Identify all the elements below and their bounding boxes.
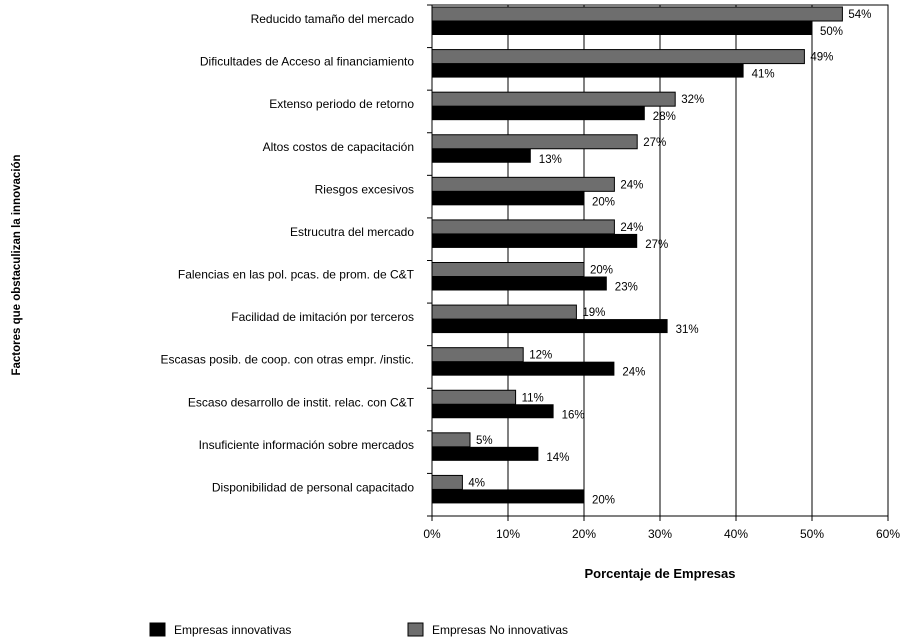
bar-no-innovativas <box>431 304 577 320</box>
x-tick-label: 10% <box>496 527 520 541</box>
category-label: Escasas posib. de coop. con otras empr. … <box>161 353 414 367</box>
bar-innovativas <box>432 21 812 35</box>
legend-item: Empresas No innovativas <box>407 622 568 637</box>
labels-layer: Reducido tamaño del mercado 54% 50% Dificul… <box>161 9 872 506</box>
category-label: Escaso desarrollo de instit. relac. con … <box>188 395 415 409</box>
data-label-no-innovativas: 32% <box>681 94 704 106</box>
category-label: Reducido tamaño del mercado <box>251 12 415 26</box>
bar-innovativas <box>432 276 607 291</box>
x-tick-label: 20% <box>572 527 596 541</box>
legend-swatch <box>149 622 166 637</box>
bar-innovativas <box>432 148 531 163</box>
x-tick-label: 50% <box>800 527 824 541</box>
data-label-innovativas: 20% <box>592 494 615 506</box>
bar-innovativas <box>432 233 638 248</box>
category-label: Estrucutra del mercado <box>290 225 414 239</box>
bar-no-innovativas <box>431 389 517 405</box>
category-label: Facilidad de imitación por terceros <box>231 310 414 324</box>
legend-label: Empresas No innovativas <box>432 623 568 637</box>
category-label: Riesgos excesivos <box>315 182 414 196</box>
data-label-innovativas: 50% <box>820 26 843 38</box>
x-tick-label: 60% <box>876 527 900 541</box>
legend-label: Empresas innovativas <box>174 623 291 637</box>
data-label-innovativas: 13% <box>539 154 562 166</box>
bar-innovativas <box>432 63 744 78</box>
bars-layer <box>431 6 843 504</box>
category-label: Insuficiente información sobre mercados <box>199 438 414 452</box>
data-label-no-innovativas: 4% <box>468 477 485 489</box>
category-label: Disponibilidad de personal capacitado <box>212 480 414 494</box>
data-label-no-innovativas: 24% <box>620 179 643 191</box>
y-axis-title: Factores que obstaculizan la innovación <box>11 154 23 375</box>
data-label-no-innovativas: 12% <box>529 350 552 362</box>
bar-no-innovativas <box>431 49 805 65</box>
data-label-no-innovativas: 5% <box>476 435 493 447</box>
bar-no-innovativas <box>431 6 843 22</box>
legend: Empresas innovativas Empresas No innovati… <box>149 622 568 637</box>
data-label-innovativas: 14% <box>546 452 569 464</box>
data-label-innovativas: 27% <box>645 239 668 251</box>
data-label-innovativas: 23% <box>615 282 638 294</box>
bar-innovativas <box>432 489 584 504</box>
bar-innovativas <box>432 319 668 334</box>
bar-innovativas <box>432 404 554 419</box>
x-tick-label: 0% <box>423 527 441 541</box>
bar-innovativas <box>432 106 645 121</box>
data-label-innovativas: 28% <box>653 111 676 123</box>
bar-no-innovativas <box>431 432 471 448</box>
x-tick-label: 30% <box>648 527 672 541</box>
legend-swatch <box>407 622 424 637</box>
category-label: Extenso periodo de retorno <box>269 97 414 111</box>
data-label-no-innovativas: 49% <box>810 52 833 64</box>
category-label: Falencias en las pol. pcas. de prom. de … <box>178 268 415 282</box>
x-tick-label: 40% <box>724 527 748 541</box>
axis-layer: 0% 10% 20% 30% 40% 50% 60% <box>423 4 900 541</box>
bar-no-innovativas <box>431 347 524 363</box>
bar-no-innovativas <box>431 474 463 490</box>
bar-innovativas <box>432 446 539 461</box>
bar-no-innovativas <box>431 262 585 277</box>
data-label-innovativas: 24% <box>622 367 645 379</box>
bar-innovativas <box>432 361 615 376</box>
bar-innovativas <box>432 191 584 206</box>
data-label-innovativas: 31% <box>676 324 699 336</box>
grid-layer <box>431 4 889 517</box>
data-label-no-innovativas: 20% <box>590 265 613 277</box>
legend-item: Empresas innovativas <box>149 622 291 637</box>
category-label: Dificultades de Acceso al financiamiento <box>200 55 414 69</box>
data-label-no-innovativas: 24% <box>620 222 643 234</box>
bar-no-innovativas <box>431 176 615 192</box>
data-label-no-innovativas: 54% <box>848 9 871 21</box>
data-label-no-innovativas: 19% <box>582 307 605 319</box>
bar-no-innovativas <box>431 134 638 150</box>
x-axis-title: Porcentaje de Empresas <box>584 566 735 581</box>
data-label-innovativas: 20% <box>592 196 615 208</box>
category-label: Altos costos de capacitación <box>263 140 414 154</box>
bar-no-innovativas <box>431 219 615 235</box>
data-label-innovativas: 41% <box>752 69 775 81</box>
data-label-innovativas: 16% <box>562 409 585 421</box>
data-label-no-innovativas: 11% <box>522 392 544 404</box>
data-label-no-innovativas: 27% <box>643 137 666 149</box>
bar-no-innovativas <box>431 91 676 107</box>
